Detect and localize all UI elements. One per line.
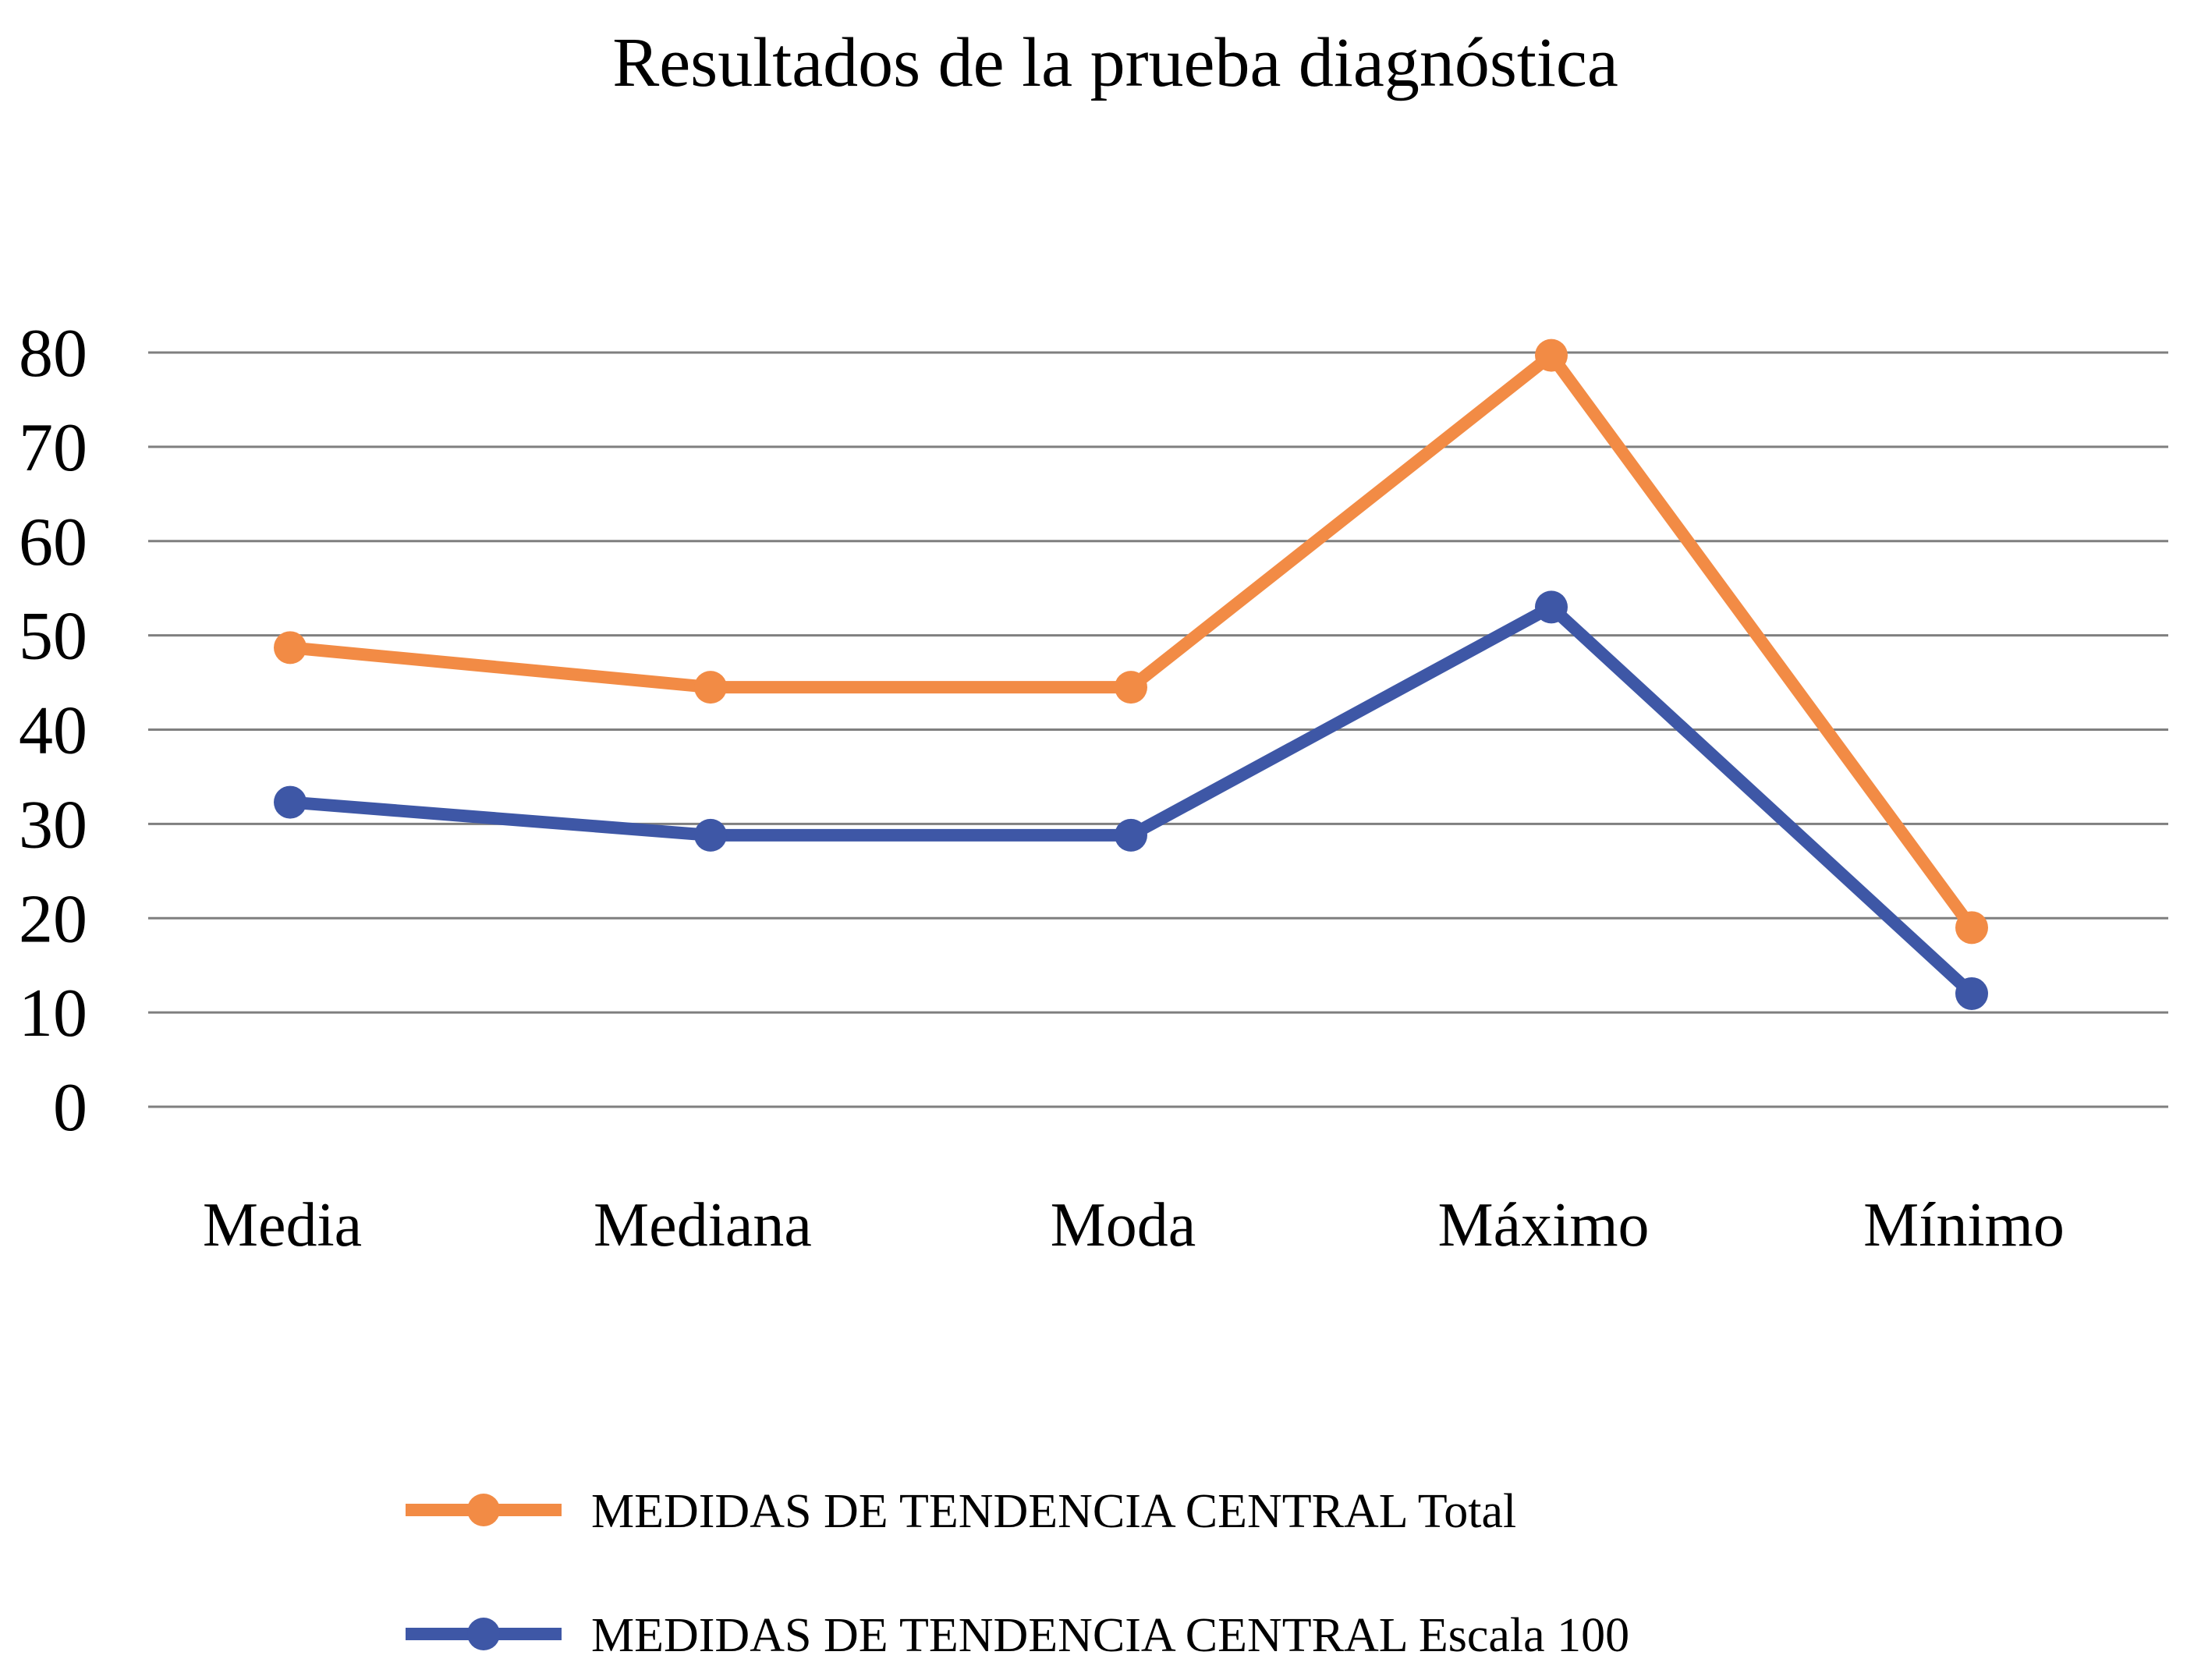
legend-marker-1 — [467, 1618, 500, 1650]
series-line-1 — [284, 601, 1978, 1000]
y-tick-label-80: 80 — [19, 316, 87, 392]
gridlines — [148, 351, 2168, 1108]
y-tick-label-0: 0 — [53, 1070, 87, 1146]
y-tick-label-50: 50 — [19, 599, 87, 675]
data-point — [1115, 671, 1147, 704]
y-axis-tick-labels: 0 10 20 30 40 50 60 70 80 — [19, 316, 87, 1146]
y-tick-label-10: 10 — [19, 976, 87, 1051]
y-tick-label-70: 70 — [19, 410, 87, 486]
x-axis-category-labels: Media Mediana Moda Máximo Mínimo — [203, 1191, 2065, 1260]
x-category-label: Mínimo — [1863, 1191, 2065, 1260]
data-point — [1115, 818, 1147, 852]
x-category-label: Máximo — [1437, 1191, 1649, 1260]
data-point — [694, 671, 727, 704]
legend-label-0: MEDIDAS DE TENDENCIA CENTRAL Total — [591, 1485, 1516, 1538]
data-point — [1535, 590, 1568, 624]
data-point — [1955, 976, 1988, 1010]
legend: MEDIDAS DE TENDENCIA CENTRAL Total MEDIDA… — [406, 1485, 1629, 1662]
x-category-label: Moda — [1051, 1191, 1196, 1260]
data-point — [694, 818, 727, 852]
legend-label-1: MEDIDAS DE TENDENCIA CENTRAL Escala 100 — [591, 1609, 1629, 1662]
y-tick-label-60: 60 — [19, 505, 87, 580]
data-point — [274, 631, 307, 665]
data-point — [1955, 911, 1988, 945]
y-tick-label-20: 20 — [19, 881, 87, 957]
x-category-label: Media — [203, 1191, 362, 1260]
legend-marker-0 — [467, 1494, 500, 1526]
data-point — [1535, 338, 1568, 372]
x-category-label: Mediana — [594, 1191, 812, 1260]
y-tick-label-30: 30 — [19, 787, 87, 863]
data-point — [274, 785, 307, 819]
series-points — [274, 338, 1988, 1010]
y-tick-label-40: 40 — [19, 693, 87, 769]
chart-title: Resultados de la prueba diagnóstica — [612, 24, 1618, 101]
